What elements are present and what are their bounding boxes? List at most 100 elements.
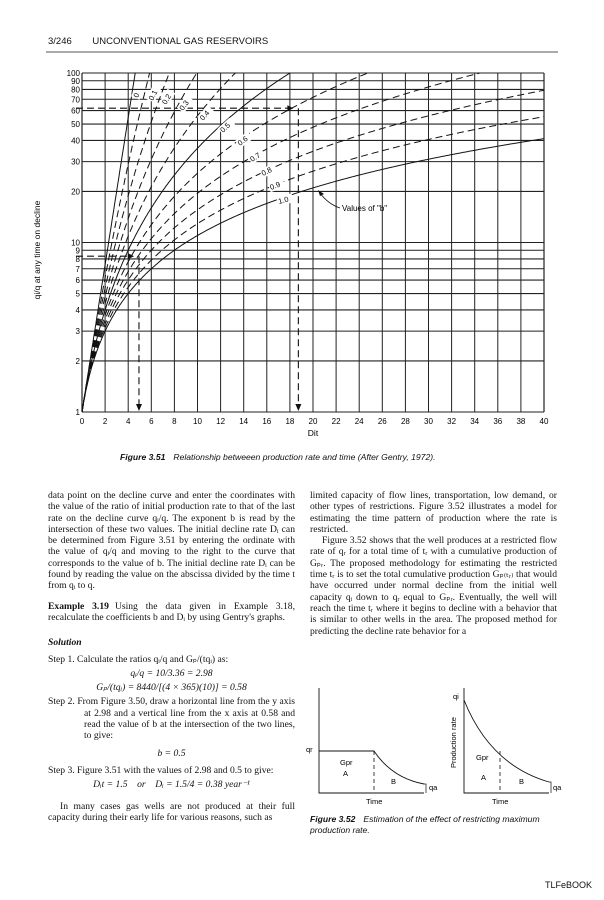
decline-curve-b-0.9 [81,116,545,413]
y-tick-label: 30 [71,158,80,167]
y-axis-label: qi/q at any time on decline [32,200,42,299]
x-tick-label: 22 [332,417,341,426]
left-column: data point on the decline curve and ente… [48,490,295,823]
decline-curve-b-0.5 [81,72,291,413]
decline-curve-b-0.2 [81,72,171,413]
figure-3-52-right-diagram: qi Production rate Gpr A B qa Time [449,688,562,806]
y-tick-label: 3 [76,327,81,336]
chart-guides [76,105,302,411]
label-background [197,105,215,124]
decline-curve-b-0.8 [81,89,545,413]
curve-label-text: 0.8 [260,165,273,178]
restricted-rate-curve [319,750,425,785]
curve-label-b-1.0: 1.0 [276,193,294,207]
x-tick-label: 36 [493,417,502,426]
x-tick-label: 24 [355,417,364,426]
decline-curve-b-0.3 [81,72,198,413]
x-tick-label: 32 [447,417,456,426]
y-tick-label: 80 [71,85,80,94]
b-values-annotation: Values of "b" [342,204,387,213]
equation-2: Gₚ/(tqᵢ) = 8440/[(4 × 365)(10)] = 0.58 [96,682,247,694]
label-background [267,178,286,193]
x-tick-label: 14 [239,417,248,426]
qa-label: qa [553,783,562,792]
time-label: Time [492,797,508,806]
y-tick-label: 9 [76,246,81,255]
x-tick-label: 8 [172,417,177,426]
chart-curves [81,72,545,413]
qa-label: qa [429,783,438,792]
y-tick-label: 8 [76,255,81,264]
example-3-19: Example 3.19 Using the data given in Exam… [48,601,295,624]
label-background [217,117,236,136]
curve-label-b-0: 0 [131,90,142,100]
time-label: Time [366,797,382,806]
label-background [259,163,278,179]
curve-label-text: 0.9 [269,180,282,192]
curve-label-text: 0.1 [147,89,160,102]
x-tick-label: 18 [285,417,294,426]
y-tick-label: 2 [76,357,81,366]
b-label: B [519,777,524,786]
label-background [159,88,176,107]
equation-3: b = 0.5 [157,747,186,759]
y-tick-label: 5 [76,290,81,299]
curve-label-b-0.9: 0.9 [267,178,286,193]
y-tick-label: 4 [76,306,81,315]
chart-labels: 0 2 4 6 8 10 12 14 16 18 20 22 24 26 28 30 32 34 36 38 40123… [67,69,549,426]
label-background [234,131,254,149]
x-tick-label: 4 [126,417,131,426]
figure-3-52-left-diagram: qr Gpr A B qa Time [306,688,438,806]
y-tick-label: 50 [71,120,80,129]
x-tick-label: 20 [309,417,318,426]
qr-label: qr [306,745,313,754]
x-tick-label: 2 [103,417,108,426]
x-tick-label: 34 [470,417,479,426]
running-header: 3/246 UNCONVENTIONAL GAS RESERVOIRS [48,36,286,47]
axes [463,688,549,794]
a-label: A [481,773,486,782]
step-3: Step 3. Figure 3.51 with the values of 2… [48,764,274,776]
axes [318,688,424,794]
gpr-label: Gpr [340,758,353,767]
x-tick-label: 38 [516,417,525,426]
x-axis-label: Dit [308,428,319,438]
production-rate-label: Production rate [449,717,458,768]
caption-number: Figure 3.51 [120,452,166,462]
y-tick-label: 100 [67,69,81,78]
paragraph: limited capacity of flow lines, transpor… [310,490,557,535]
equation-4: Dᵢt = 1.5 or Dᵢ = 1.5/4 = 0.38 year⁻¹ [93,779,250,791]
decline-curve-b-0.7 [81,72,481,413]
step-2: Step 2. From Figure 3.50, draw a horizon… [48,696,295,742]
qa-bracket [549,781,552,793]
curve-label-b-0.8: 0.8 [259,163,278,179]
y-tick-label: 90 [71,77,80,86]
caption-number: Figure 3.52 [310,814,356,824]
equation-1: qᵢ/q = 10/3.36 = 2.98 [130,667,213,679]
label-background [131,90,142,100]
solution-heading: Solution [48,637,82,649]
x-tick-label: 40 [540,417,549,426]
header-rule [46,51,558,53]
paragraph: Figure 3.52 shows that the well produces… [310,535,557,637]
curve-label-text: 0 [131,92,141,99]
figure-3-52-caption: Figure 3.52 Estimation of the effect of r… [310,814,550,836]
label-background [247,148,266,165]
x-tick-label: 12 [216,417,225,426]
arrowhead [127,253,134,260]
x-tick-label: 26 [378,417,387,426]
qi-label: qi [453,692,459,701]
footer-text: TLFeBOOK [544,880,592,890]
a-label: A [343,769,348,778]
caption-text: Relationship betweeen production rate an… [173,452,436,462]
caption-text: Estimation of the effect of restricting … [310,814,540,835]
label-background [146,84,162,103]
label-background [276,193,294,207]
annotation-arrowhead [318,190,324,196]
example-label: Example 3.19 [48,600,109,612]
curve-label-text: 1.0 [277,195,289,206]
y-tick-label: 20 [71,187,80,196]
annotation-arrow [319,192,341,209]
arrowhead [295,404,302,411]
y-tick-label: 7 [76,265,81,274]
